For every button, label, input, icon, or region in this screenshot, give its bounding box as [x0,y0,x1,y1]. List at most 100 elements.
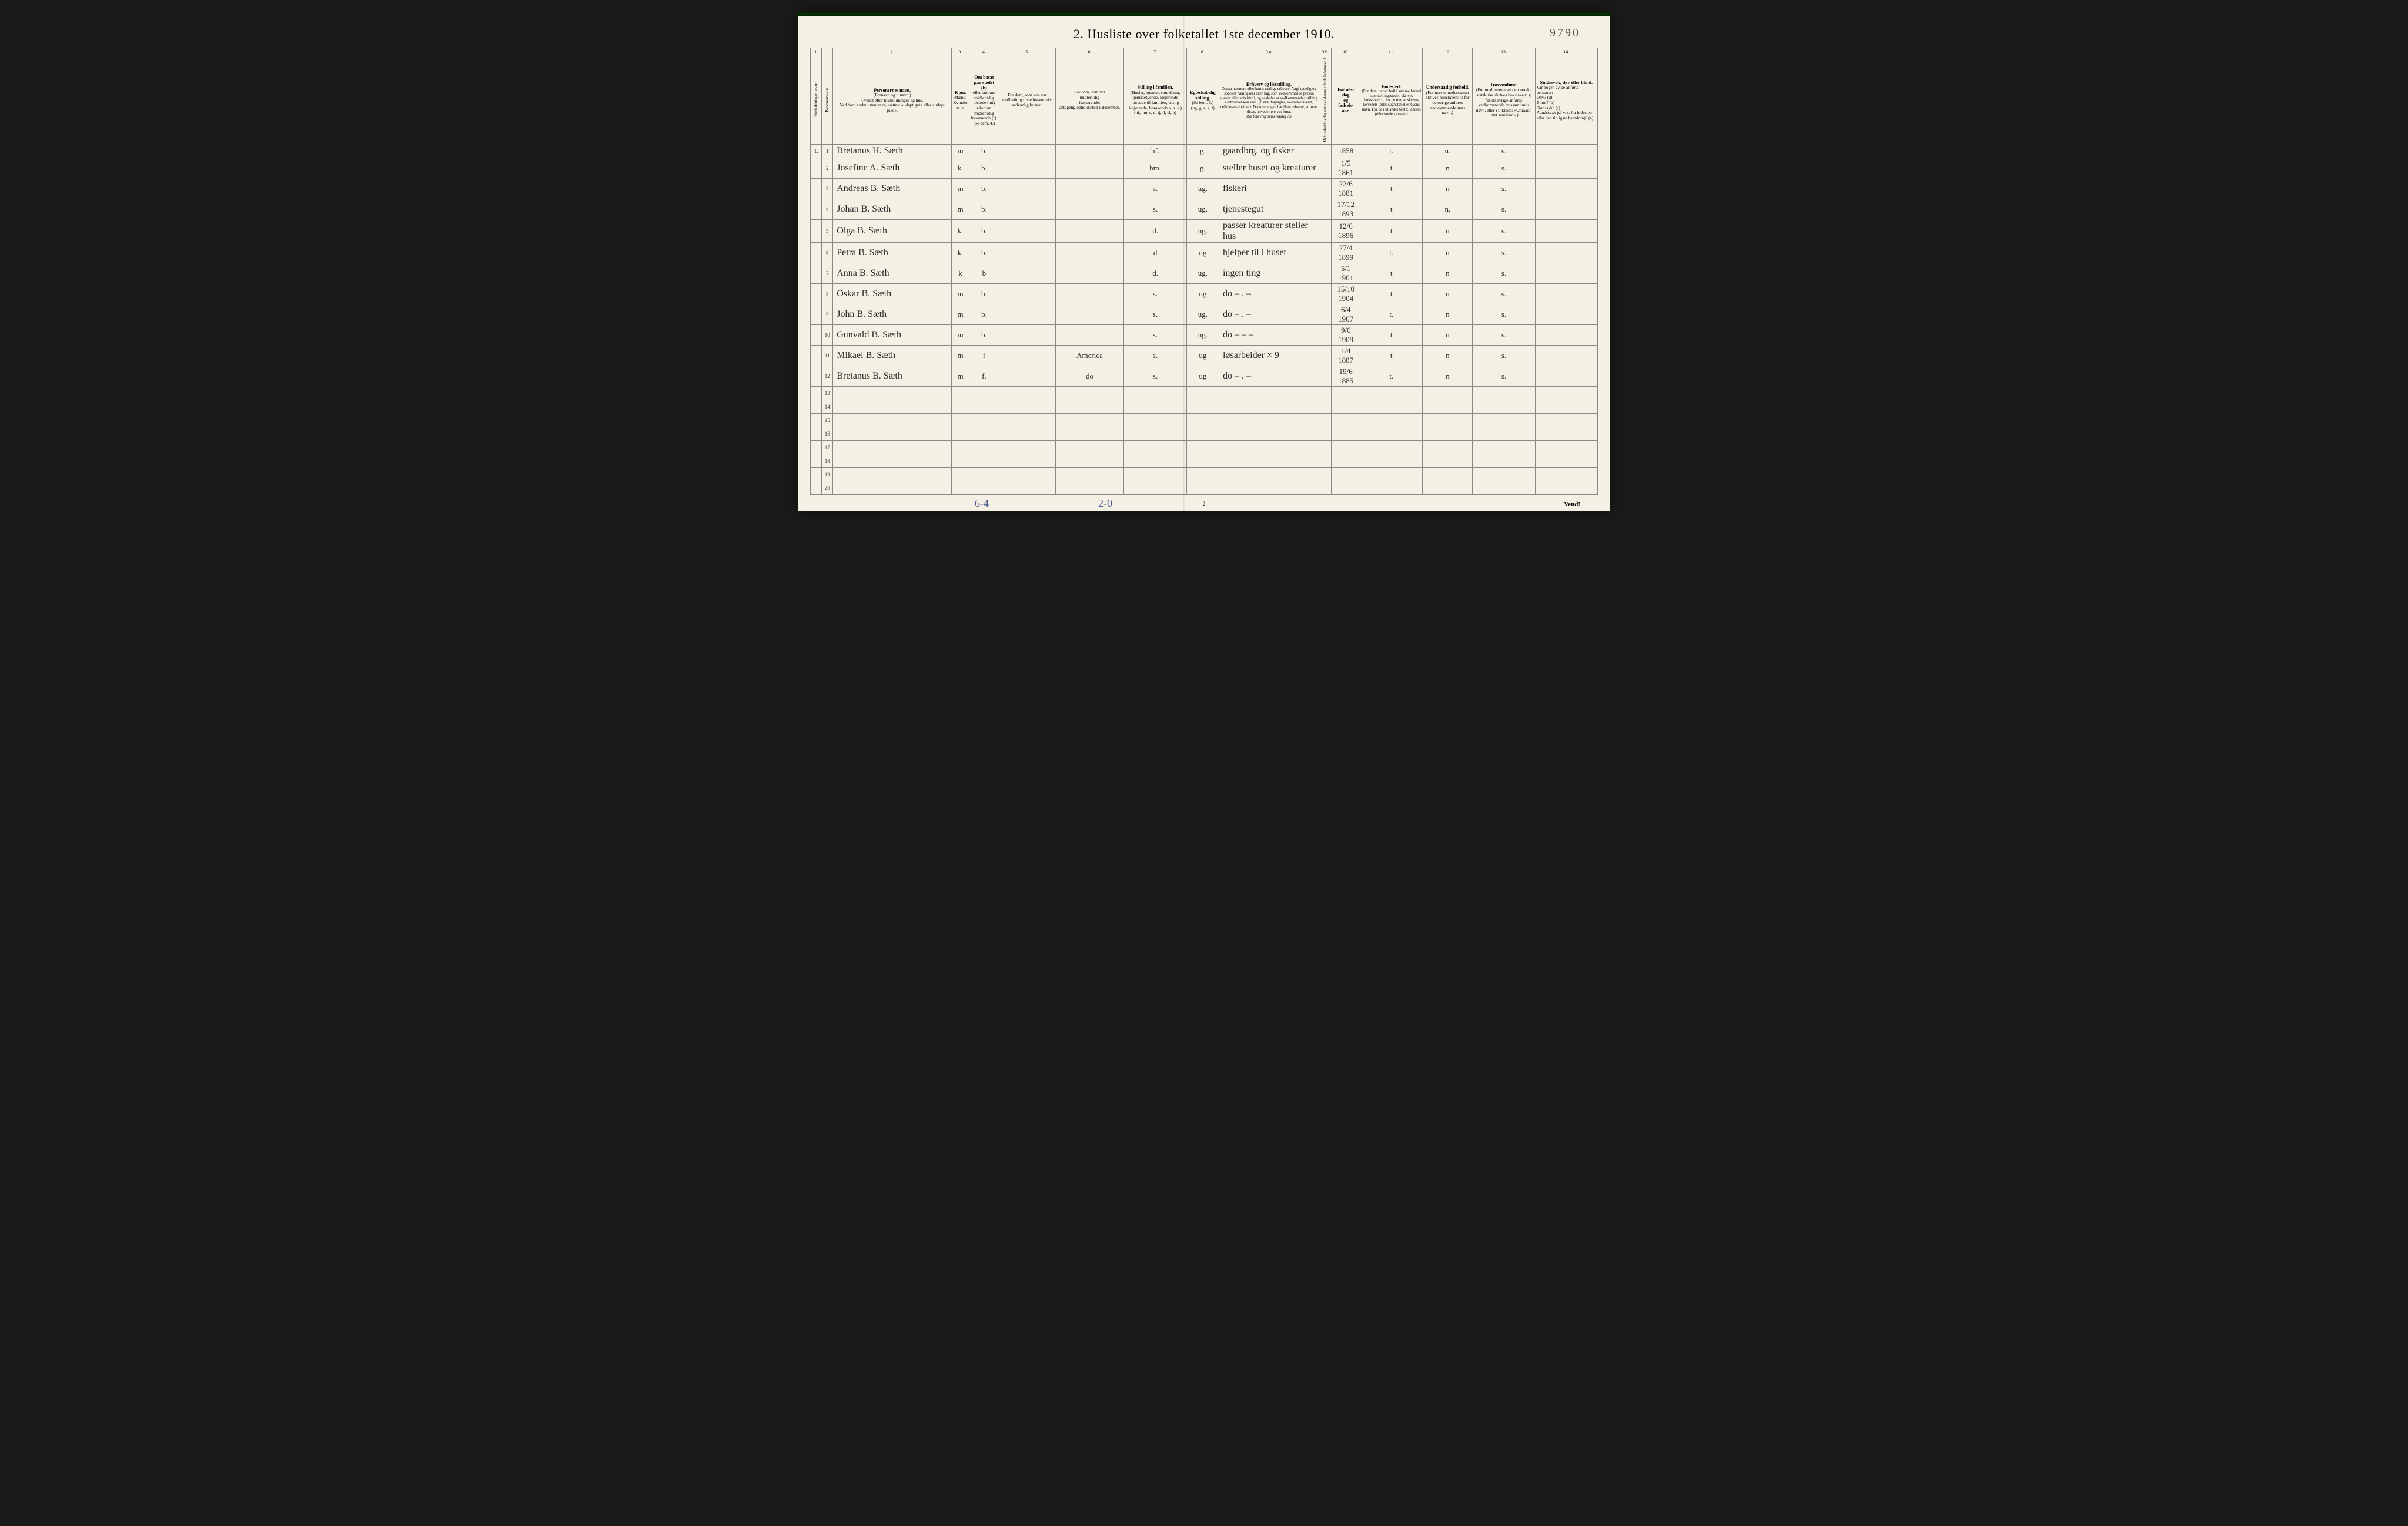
cell-fam: s. [1124,199,1186,220]
page-title: 2. Husliste over folketallet 1ste decemb… [1073,26,1335,42]
cell-res [969,400,999,414]
cell-dis [1535,145,1597,158]
cell-occ [1219,468,1319,481]
hdr-person-nr: Personernes nr. [822,56,833,145]
cell-name: Gunvald B. Sæth [833,325,952,346]
cell-mar: g. [1186,158,1219,179]
cell-p: 10 [822,325,833,346]
cell-temp [999,199,1055,220]
hdr-residence: Om bosat paa stedet (b) eller om kun mid… [969,56,999,145]
cell-name: Bretanus B. Sæth [833,366,952,387]
cell-mar [1186,481,1219,495]
cell-res: b [969,263,999,284]
cell-sex: k. [952,220,969,243]
cell-nat: n [1423,346,1473,366]
cell-res: b. [969,145,999,158]
column-number: 6. [1055,48,1124,56]
cell-dis [1535,454,1597,468]
cell-place [1360,414,1423,427]
cell-dis [1535,441,1597,454]
cell-nat [1423,441,1473,454]
column-number: 14. [1535,48,1597,56]
cell-born: 5/1 1901 [1332,263,1360,284]
cell-name: Andreas B. Sæth [833,179,952,199]
column-number: 2. [833,48,952,56]
table-row: 15 [811,414,1598,427]
cell-absent [1055,284,1124,304]
cell-fam [1124,400,1186,414]
cell-mar: ug. [1186,179,1219,199]
cell-temp [999,454,1055,468]
column-number: 10. [1332,48,1360,56]
cell-occ: tjenestegut [1219,199,1319,220]
cell-name [833,387,952,400]
cell-p: 8 [822,284,833,304]
column-number: 8. [1186,48,1219,56]
cell-temp [999,325,1055,346]
cell-p: 13 [822,387,833,400]
column-number: 13. [1473,48,1535,56]
cell-dis [1535,387,1597,400]
hdr-birthplace: Fødested. (For dem, der er født i samme … [1360,56,1423,145]
cell-hh [811,468,822,481]
cell-temp [999,481,1055,495]
hdr-disability: Sindssvak, døv eller blind. Var nogen av… [1535,56,1597,145]
cell-sex [952,481,969,495]
table-row: 10Gunvald B. Sæthmb.s.ug.do – – –9/6 190… [811,325,1598,346]
cell-fam: hf. [1124,145,1186,158]
cell-sex [952,414,969,427]
cell-res: b. [969,179,999,199]
cell-led [1319,427,1331,441]
cell-dis [1535,284,1597,304]
cell-led [1319,243,1331,263]
cell-occ: passer kreaturer steller hus [1219,220,1319,243]
cell-nat [1423,414,1473,427]
cell-absent [1055,179,1124,199]
cell-nat: n [1423,243,1473,263]
cell-hh [811,199,822,220]
column-number: 7. [1124,48,1186,56]
cell-born [1332,468,1360,481]
table-row: 9John B. Sæthmb.s.ug.do – . –6/4 1907t.n… [811,304,1598,325]
table-row: 17 [811,441,1598,454]
cell-fam: d. [1124,220,1186,243]
cell-nat: n [1423,158,1473,179]
cell-mar: ug [1186,346,1219,366]
column-number: 5. [999,48,1055,56]
cell-hh [811,366,822,387]
cell-name [833,441,952,454]
cell-mar [1186,414,1219,427]
cell-fam: s. [1124,304,1186,325]
cell-rel: s. [1473,199,1535,220]
cell-fam: s. [1124,284,1186,304]
cell-led [1319,263,1331,284]
cell-born: 15/10 1904 [1332,284,1360,304]
cell-born: 9/6 1909 [1332,325,1360,346]
cell-nat: n [1423,179,1473,199]
cell-hh [811,304,822,325]
cell-rel: s. [1473,366,1535,387]
cell-led [1319,325,1331,346]
cell-fam [1124,468,1186,481]
cell-name [833,427,952,441]
cell-fam: s. [1124,366,1186,387]
cell-rel: s. [1473,263,1535,284]
cell-dis [1535,414,1597,427]
cell-place: t. [1360,366,1423,387]
cell-hh [811,325,822,346]
cell-res: b. [969,325,999,346]
cell-occ: gaardbrg. og fisker [1219,145,1319,158]
cell-place: t [1360,179,1423,199]
cell-temp [999,414,1055,427]
cell-nat [1423,454,1473,468]
cell-fam [1124,414,1186,427]
cell-dis [1535,366,1597,387]
hdr-absent: For dem, som var midlertidig fraværende:… [1055,56,1124,145]
cell-rel: s. [1473,179,1535,199]
cell-place [1360,481,1423,495]
cell-rel: s. [1473,284,1535,304]
cell-hh [811,454,822,468]
cell-absent [1055,158,1124,179]
cell-place [1360,454,1423,468]
cell-fam: s. [1124,325,1186,346]
